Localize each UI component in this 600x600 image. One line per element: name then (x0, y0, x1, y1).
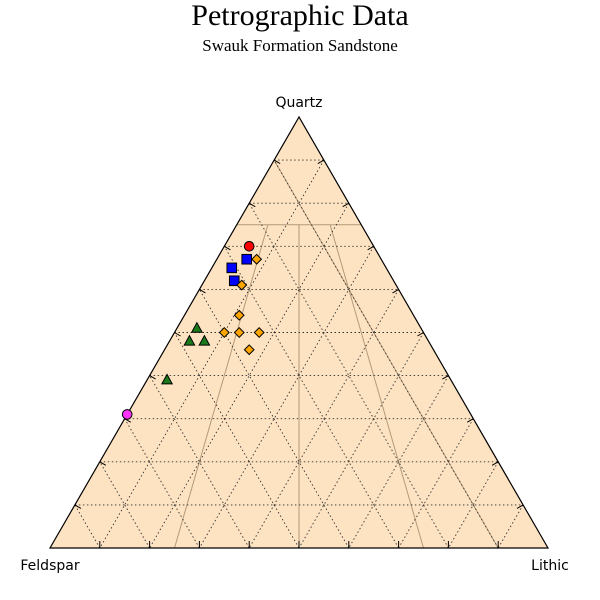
tick-mark (174, 332, 181, 337)
chart-subtitle: Swauk Formation Sandstone (202, 36, 398, 55)
diamond-marker (218, 326, 230, 339)
grid-line (448, 461, 499, 549)
tick-mark (273, 159, 281, 165)
square-marker (241, 253, 253, 265)
grid-line (124, 418, 200, 549)
grid-line (99, 159, 325, 549)
triangle-marker (198, 334, 211, 346)
tick-mark (342, 202, 350, 208)
corner-label-lithic: Lithic (531, 558, 569, 574)
grid-line (149, 375, 250, 549)
tick-mark (442, 375, 449, 380)
chart-title: Petrographic Data (191, 0, 408, 32)
triangle-marker (190, 321, 203, 333)
plot-area (48, 115, 550, 549)
grid-line (273, 159, 499, 549)
tick-mark (516, 504, 524, 509)
diamond-marker (233, 309, 245, 321)
class-line (174, 224, 269, 549)
grid-line (74, 504, 101, 549)
tick-mark (417, 332, 424, 337)
triangle-marker (183, 334, 196, 346)
corner-label-feldspar: Feldspar (20, 558, 79, 574)
tick-mark (491, 461, 499, 466)
diamond-marker (243, 344, 255, 356)
tick-mark (466, 418, 474, 423)
grid-line (174, 332, 300, 549)
tick-mark (317, 159, 325, 165)
grid-line (99, 461, 150, 549)
grid-line (398, 418, 474, 549)
grid-line (348, 375, 449, 549)
tick-mark (149, 375, 156, 380)
diamond-marker (253, 326, 265, 339)
grid-line (497, 504, 524, 549)
diamond-marker (236, 279, 248, 291)
tick-mark (199, 288, 206, 294)
class-line (329, 224, 424, 549)
tick-mark (74, 504, 82, 509)
triangle-marker (160, 373, 174, 385)
diamond-marker (251, 253, 263, 265)
tick-mark (392, 288, 399, 294)
grid-line (298, 332, 424, 549)
tick-mark (367, 245, 374, 251)
diamond-marker (233, 326, 245, 339)
square-marker (228, 275, 240, 287)
circle-marker (243, 241, 255, 252)
tick-mark (99, 461, 107, 466)
square-marker (226, 262, 238, 274)
tick-mark (248, 202, 256, 208)
circle-marker (121, 409, 133, 420)
corner-label-quartz: Quartz (275, 95, 322, 111)
tick-mark (224, 245, 231, 251)
grid-line (248, 289, 399, 549)
